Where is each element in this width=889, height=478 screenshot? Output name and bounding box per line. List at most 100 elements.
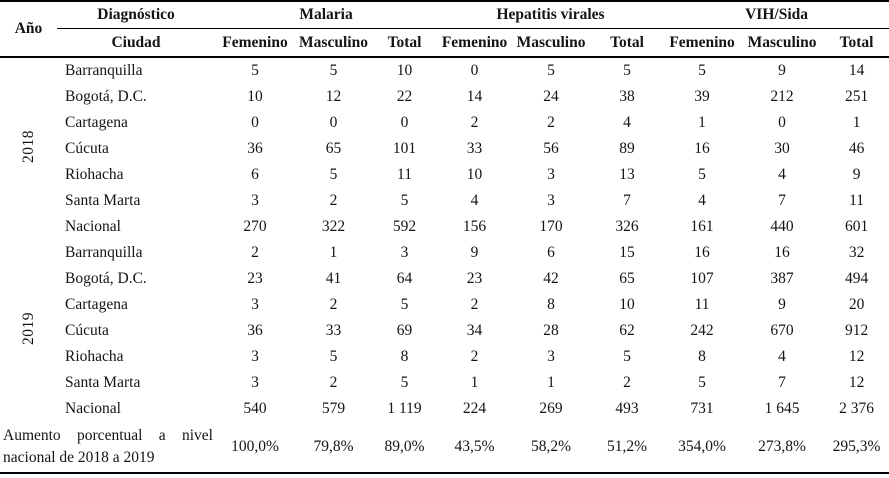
- table-row: Riohacha 6 5 11 10 3 13 5 4 9: [0, 162, 889, 188]
- value-cell: 1 645: [764, 400, 800, 417]
- value-cell: 12: [848, 374, 865, 391]
- value-cell: 224: [462, 400, 487, 417]
- value-cell: 5: [698, 62, 706, 79]
- col-header-hepatitis-total: Total: [610, 33, 644, 51]
- value-cell: 16: [694, 140, 710, 157]
- value-cell: 9: [778, 296, 786, 313]
- group-header-vih: VIH/Sida: [664, 1, 889, 29]
- value-cell: 3: [251, 192, 259, 209]
- value-cell: 1: [547, 374, 555, 391]
- city-cell: Riohacha: [65, 166, 124, 183]
- col-header-ano: Año: [14, 20, 43, 37]
- value-cell: 64: [396, 270, 413, 287]
- table-row: Santa Marta 3 2 5 1 1 2 5 7 12: [0, 370, 889, 396]
- value-cell: 16: [774, 244, 790, 261]
- city-cell: Barranquilla: [65, 62, 143, 79]
- value-cell: 10: [466, 166, 483, 183]
- value-cell: 8: [547, 296, 555, 313]
- col-header-ciudad: Ciudad: [111, 33, 161, 51]
- value-cell: 36: [247, 140, 263, 157]
- value-cell: 22: [396, 88, 413, 105]
- value-cell: 251: [844, 88, 869, 105]
- value-cell: 1: [329, 244, 338, 261]
- group-header-hepatitis: Hepatitis virales: [437, 1, 665, 29]
- value-cell: 3: [251, 374, 259, 391]
- value-cell: 212: [770, 88, 794, 105]
- value-cell: 41: [325, 270, 342, 287]
- value-cell: 2: [623, 374, 631, 391]
- value-cell: 0: [251, 114, 259, 131]
- value-cell: 32: [848, 244, 865, 261]
- footer-percent-cell: 273,8%: [758, 438, 806, 455]
- city-cell: Nacional: [65, 400, 121, 417]
- value-cell: 2: [251, 244, 259, 261]
- value-cell: 731: [690, 400, 714, 417]
- value-cell: 4: [698, 192, 706, 209]
- value-cell: 0: [329, 114, 338, 131]
- value-cell: 8: [698, 348, 706, 365]
- table-row: Cúcuta 36 33 69 34 28 62 242 670 912: [0, 318, 889, 344]
- value-cell: 912: [844, 322, 869, 339]
- value-cell: 15: [619, 244, 635, 261]
- city-cell: Barranquilla: [65, 244, 143, 261]
- value-cell: 38: [619, 88, 635, 105]
- value-cell: 11: [849, 192, 865, 209]
- value-cell: 10: [396, 62, 413, 79]
- footer-percent-cell: 58,2%: [531, 438, 572, 455]
- value-cell: 156: [462, 218, 487, 235]
- table-row: Nacional 270 322 592 156 170 326 161 440 601: [0, 214, 889, 240]
- value-cell: 23: [466, 270, 483, 287]
- value-cell: 4: [623, 114, 631, 131]
- value-cell: 3: [547, 348, 555, 365]
- value-cell: 69: [396, 322, 413, 339]
- table-row: Cúcuta 36 65 101 33 56 89 16 30 46: [0, 136, 889, 162]
- value-cell: 14: [848, 62, 865, 79]
- city-cell: Santa Marta: [65, 192, 141, 209]
- value-cell: 33: [325, 322, 342, 339]
- value-cell: 0: [470, 62, 479, 79]
- table-row: Nacional 540 579 1 119 224 269 493 731 1 645 2 37…: [0, 396, 889, 422]
- value-cell: 3: [251, 348, 259, 365]
- value-cell: 7: [778, 374, 786, 391]
- value-cell: 7: [623, 192, 631, 209]
- value-cell: 601: [844, 218, 869, 235]
- value-cell: 326: [615, 218, 639, 235]
- value-cell: 493: [615, 400, 639, 417]
- col-header-vih-masculino: Masculino: [747, 33, 817, 51]
- value-cell: 440: [770, 218, 794, 235]
- value-cell: 270: [243, 218, 267, 235]
- footer-percent-cell: 100,0%: [231, 438, 279, 455]
- value-cell: 1: [852, 114, 861, 131]
- value-cell: 3: [400, 244, 409, 261]
- value-cell: 24: [543, 88, 559, 105]
- value-cell: 14: [466, 88, 483, 105]
- year-label-text: 2018: [19, 130, 37, 163]
- table-row: 2018 Barranquilla 5 5 10 0 5 5 5 9 14: [0, 57, 889, 163]
- table-row: Bogotá, D.C. 23 41 64 23 42 65 107 387 494: [0, 266, 889, 292]
- value-cell: 170: [539, 218, 563, 235]
- value-cell: 5: [547, 62, 555, 79]
- col-header-hepatitis-masculino: Masculino: [516, 33, 586, 51]
- value-cell: 34: [466, 322, 483, 339]
- year-label: 2019: [0, 240, 57, 422]
- value-cell: 8: [400, 348, 409, 365]
- footer-percent-cell: 354,0%: [678, 438, 726, 455]
- table-row: Riohacha 3 5 8 2 3 5 8 4 12: [0, 344, 889, 370]
- value-cell: 5: [400, 296, 409, 313]
- value-cell: 7: [778, 192, 786, 209]
- value-cell: 2: [470, 114, 479, 131]
- value-cell: 33: [466, 140, 483, 157]
- value-cell: 10: [619, 296, 635, 313]
- col-header-vih-femenino: Femenino: [669, 33, 735, 51]
- value-cell: 3: [547, 166, 555, 183]
- value-cell: 6: [547, 244, 555, 261]
- table-row: Santa Marta 3 2 5 4 3 7 4 7 11: [0, 188, 889, 214]
- value-cell: 46: [848, 140, 865, 157]
- year-label: 2018: [0, 57, 57, 240]
- value-cell: 2: [329, 296, 338, 313]
- value-cell: 0: [400, 114, 409, 131]
- footer-row: Aumento porcentual a nivel nacional de 2…: [0, 422, 889, 473]
- footer-percent-cell: 43,5%: [454, 438, 495, 455]
- col-header-malaria-masculino: Masculino: [299, 33, 368, 51]
- value-cell: 2: [470, 348, 479, 365]
